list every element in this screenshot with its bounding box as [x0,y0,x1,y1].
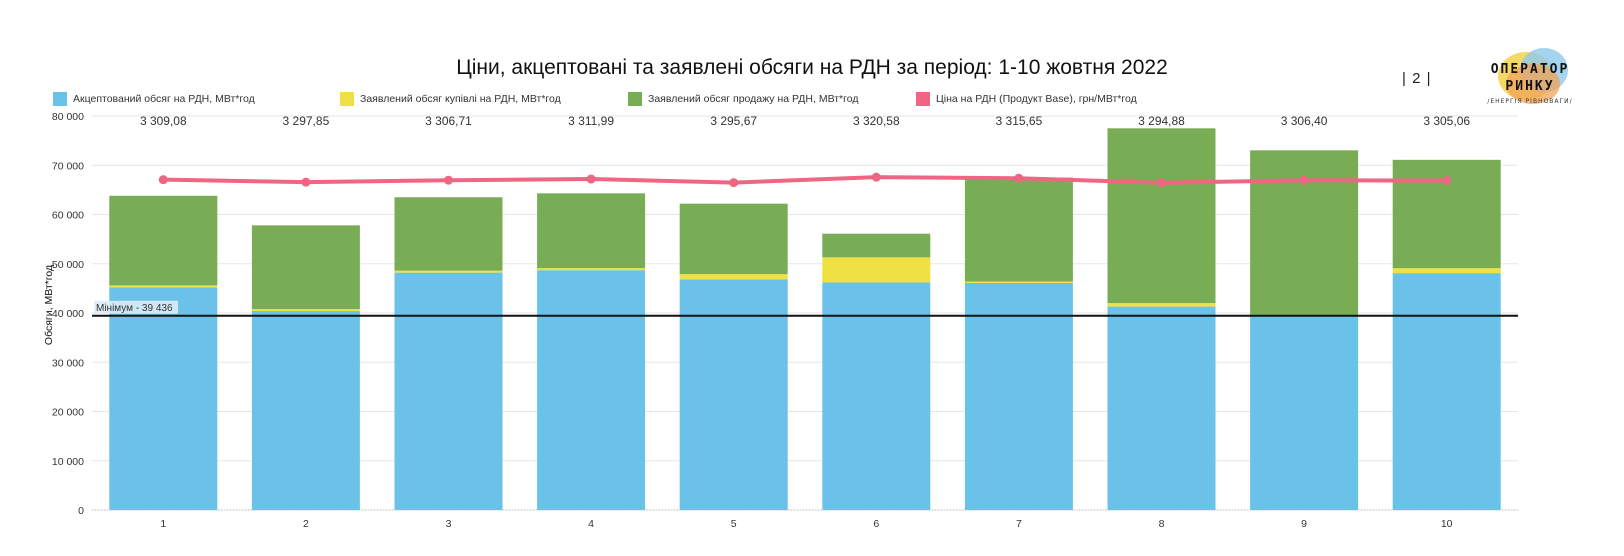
bar-sell-volume [537,193,646,269]
bar-buy-volume [394,270,503,273]
bar-sell-volume [679,203,788,275]
bar-sell-volume [1107,128,1216,304]
legend-swatch-accepted [53,92,67,106]
logo-line-1: ОПЕРАТОР [1490,62,1570,77]
logo-line-3: /ЕНЕРГІЯ РІВНОВАГИ/ [1487,98,1573,105]
bar-buy-volume [964,281,1073,283]
bar-accepted-volume [537,270,646,510]
bar-accepted-volume [109,287,218,510]
minimum-label: Мінімум - 39 436 [96,303,173,314]
legend-swatch-sell [628,92,642,106]
price-data-label: 3 306,40 [1281,114,1328,128]
chart-title: Ціни, акцептовані та заявлені обсяги на … [456,56,1168,79]
bar-buy-volume [822,257,931,283]
price-data-label: 3 305,06 [1423,114,1470,128]
logo-line-2: РИНКУ [1505,79,1555,94]
price-point [729,178,739,188]
bar-buy-volume [1107,303,1216,307]
price-point [586,174,596,184]
price-point [1014,173,1024,183]
price-data-label: 3 295,67 [710,114,757,128]
price-data-label: 3 306,71 [425,114,472,128]
price-point [301,177,311,187]
y-tick-label: 20 000 [52,407,84,419]
bar-buy-volume [1392,268,1501,274]
y-tick-label: 40 000 [52,308,84,320]
minimum-label-background [94,300,178,314]
bar-sell-volume [822,233,931,258]
legend-label-sell: Заявлений обсяг продажу на РДН, МВт*год [648,93,859,105]
price-point [1157,178,1166,188]
x-tick-label: 10 [1441,518,1453,530]
bar-accepted-volume [1392,273,1501,510]
price-data-label: 3 297,85 [283,114,330,128]
y-axis-title: Обсяги, МВт*год [43,265,55,345]
y-tick-label: 10 000 [52,456,84,468]
bar-sell-volume [251,225,360,310]
price-point [444,175,453,185]
bar-buy-volume [251,309,360,312]
market-operator-logo: ОПЕРАТОР РИНКУ /ЕНЕРГІЯ РІВНОВАГИ/ [1470,46,1590,108]
bar-accepted-volume [822,282,931,510]
price-point [871,172,881,182]
bar-accepted-volume [964,282,1073,510]
x-tick-label: 7 [1016,518,1022,530]
legend-swatch-price [916,92,930,106]
bar-sell-volume [109,195,218,286]
bar-accepted-volume [394,272,503,510]
legend-swatch-buy [340,92,354,106]
x-tick-label: 8 [1159,518,1165,530]
y-tick-label: 30 000 [52,357,84,369]
x-tick-label: 1 [160,518,166,530]
bar-sell-volume [964,177,1073,282]
price-data-label: 3 320,58 [853,114,900,128]
legend-label-buy: Заявлений обсяг купівлі на РДН, МВт*год [360,93,561,105]
price-data-label: 3 294,88 [1138,114,1185,128]
x-tick-label: 2 [303,518,309,530]
bar-sell-volume [394,197,503,271]
price-data-label: 3 309,08 [140,114,187,128]
x-tick-label: 5 [731,518,737,530]
bar-sell-volume [1250,150,1359,316]
y-tick-label: 60 000 [52,210,84,222]
price-data-label: 3 311,99 [568,114,614,128]
y-tick-label: 0 [78,505,84,517]
bar-buy-volume [679,274,788,280]
bar-accepted-volume [1107,306,1216,510]
price-data-label: 3 315,65 [996,114,1043,128]
bar-accepted-volume [679,279,788,510]
legend-label-accepted: Акцептований обсяг на РДН, МВт*год [73,93,255,105]
bar-buy-volume [537,268,646,271]
y-tick-label: 70 000 [52,160,84,172]
x-tick-label: 4 [588,518,594,530]
bar-accepted-volume [1250,315,1359,510]
x-tick-label: 9 [1301,518,1307,530]
legend-label-price: Ціна на РДН (Продукт Base), грн/МВт*год [936,93,1137,105]
x-tick-label: 3 [446,518,452,530]
bar-buy-volume [109,285,218,288]
price-point [1442,176,1452,186]
x-tick-label: 6 [873,518,879,530]
price-line [161,175,1449,185]
price-point [1299,175,1309,185]
y-tick-label: 80 000 [52,111,84,123]
bar-accepted-volume [251,311,360,510]
y-tick-label: 50 000 [52,259,84,271]
price-point [158,175,168,185]
page-number: | 2 | [1402,70,1432,87]
